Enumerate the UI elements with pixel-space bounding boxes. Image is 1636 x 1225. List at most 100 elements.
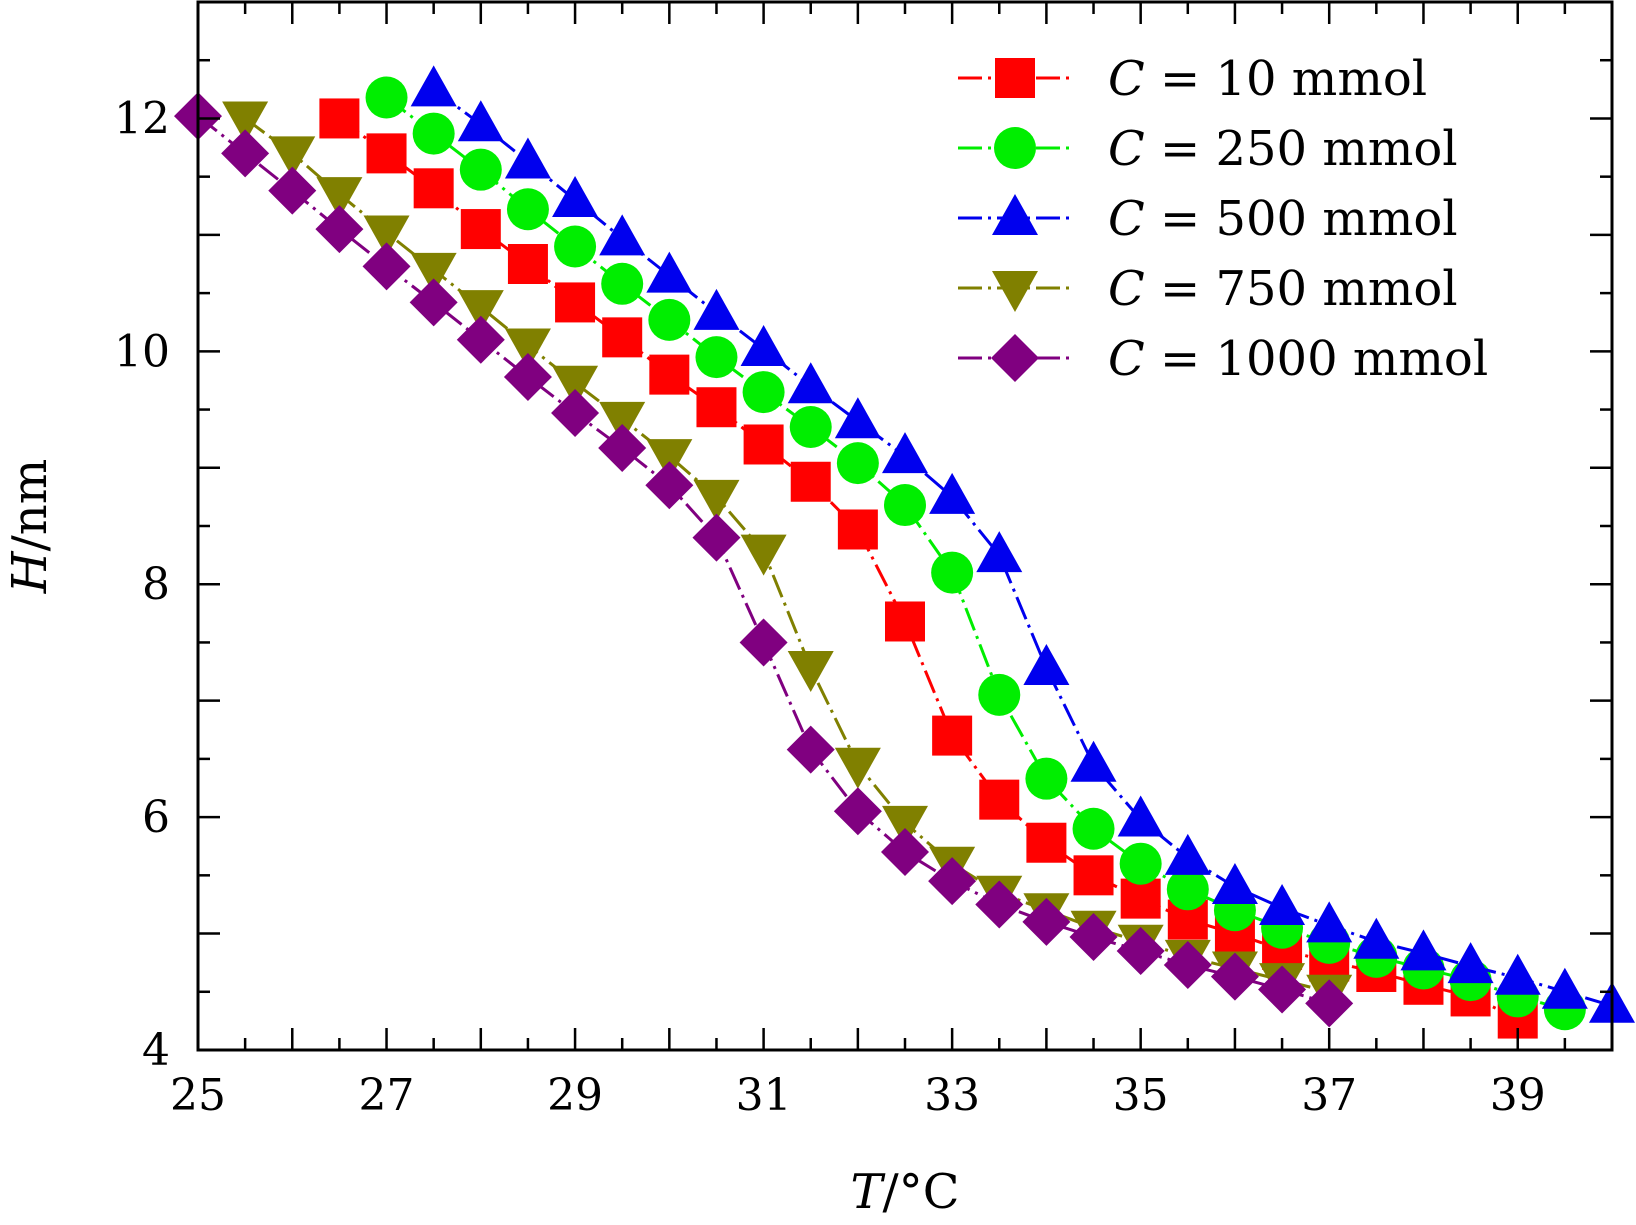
data-point bbox=[834, 397, 881, 439]
data-point bbox=[457, 290, 504, 332]
y-axis-unit: /nm bbox=[2, 459, 58, 552]
data-point bbox=[1210, 952, 1259, 1001]
data-point bbox=[786, 725, 835, 774]
data-point bbox=[932, 715, 973, 756]
legend-label: C = 250 mmol bbox=[1108, 121, 1458, 177]
y-tick-labels: 4 6 8 10 12 bbox=[114, 93, 170, 1076]
y-tick-label: 8 bbox=[142, 559, 170, 610]
legend-label-equals: = bbox=[1145, 331, 1216, 387]
legend-label-value: 500 mmol bbox=[1215, 191, 1457, 247]
data-point bbox=[552, 175, 599, 217]
legend-marker bbox=[992, 271, 1038, 312]
x-tick-labels: 25 27 29 31 33 35 37 39 bbox=[170, 1070, 1546, 1121]
data-point bbox=[599, 214, 646, 256]
data-point bbox=[882, 432, 928, 474]
data-point bbox=[504, 137, 551, 179]
data-point bbox=[365, 76, 408, 119]
data-point bbox=[833, 787, 882, 836]
data-point bbox=[1073, 855, 1114, 896]
data-point bbox=[646, 439, 693, 481]
data-point bbox=[648, 298, 691, 341]
data-point bbox=[1119, 842, 1162, 885]
legend-label-variable: C bbox=[1108, 261, 1145, 317]
data-point bbox=[601, 262, 644, 305]
data-point bbox=[366, 133, 407, 174]
data-point bbox=[740, 325, 787, 367]
data-point bbox=[1164, 833, 1211, 875]
data-point bbox=[1400, 929, 1447, 971]
x-tick-label: 37 bbox=[1301, 1070, 1357, 1121]
y-tick-label: 10 bbox=[114, 326, 170, 377]
data-point bbox=[1072, 807, 1115, 850]
data-point bbox=[742, 371, 785, 414]
data-point bbox=[789, 406, 832, 449]
y-tick-label: 6 bbox=[142, 792, 170, 843]
data-point bbox=[599, 401, 646, 443]
data-point bbox=[790, 461, 831, 502]
legend-label-variable: C bbox=[1108, 331, 1145, 387]
data-point bbox=[555, 282, 596, 323]
data-point bbox=[692, 513, 741, 562]
data-point bbox=[503, 352, 552, 401]
data-point bbox=[836, 442, 879, 485]
data-point bbox=[412, 112, 455, 155]
data-point bbox=[268, 166, 317, 215]
legend-item: C = 10 mmol bbox=[958, 51, 1427, 107]
data-point bbox=[931, 551, 974, 594]
data-point bbox=[504, 328, 551, 370]
data-point bbox=[459, 148, 502, 191]
y-tick-label: 12 bbox=[114, 93, 170, 144]
legend-label-value: 10 mmol bbox=[1215, 51, 1427, 107]
data-point bbox=[975, 880, 1024, 929]
data-point bbox=[885, 601, 925, 642]
data-point bbox=[837, 509, 878, 550]
data-point bbox=[1305, 979, 1354, 1028]
data-point bbox=[978, 673, 1021, 716]
data-point bbox=[1025, 757, 1068, 800]
data-point bbox=[1259, 883, 1306, 925]
legend-item: C = 1000 mmol bbox=[958, 331, 1488, 387]
data-point bbox=[1306, 901, 1353, 943]
y-tick-label: 4 bbox=[142, 1025, 170, 1076]
data-point bbox=[221, 129, 270, 178]
data-point bbox=[1541, 967, 1588, 1009]
axis-ticks bbox=[196, 0, 1614, 1052]
data-point bbox=[787, 362, 834, 404]
data-point bbox=[693, 288, 740, 330]
data-point bbox=[693, 479, 740, 521]
data-point bbox=[696, 387, 737, 428]
legend-label-variable: C bbox=[1108, 121, 1145, 177]
data-point bbox=[410, 65, 457, 107]
data-point bbox=[602, 317, 643, 358]
data-point bbox=[598, 423, 647, 472]
data-point bbox=[649, 354, 690, 395]
data-point bbox=[315, 205, 364, 254]
data-point bbox=[410, 252, 457, 294]
x-tick-label: 29 bbox=[547, 1070, 603, 1121]
data-point bbox=[1070, 740, 1117, 782]
series-2 bbox=[365, 76, 1586, 1031]
legend-marker bbox=[995, 58, 1035, 98]
legend-label-equals: = bbox=[1145, 191, 1216, 247]
legend-label-value: 1000 mmol bbox=[1215, 331, 1488, 387]
data-point bbox=[363, 215, 410, 257]
series-5 bbox=[174, 92, 1354, 1028]
x-axis-label: T/°C bbox=[851, 1164, 960, 1220]
data-point bbox=[456, 315, 505, 364]
data-point bbox=[787, 651, 834, 693]
legend-label-equals: = bbox=[1145, 261, 1216, 317]
series-line bbox=[244, 117, 1330, 994]
x-tick-label: 39 bbox=[1490, 1070, 1546, 1121]
data-point bbox=[1163, 940, 1212, 989]
data-point bbox=[409, 278, 458, 327]
data-point bbox=[269, 136, 316, 178]
legend-label-variable: C bbox=[1108, 51, 1145, 107]
x-tick-label: 27 bbox=[359, 1070, 415, 1121]
y-axis-variable: H bbox=[2, 550, 58, 594]
legend-label-value: 250 mmol bbox=[1215, 121, 1457, 177]
data-point bbox=[1120, 878, 1161, 919]
legend-label-value: 750 mmol bbox=[1215, 261, 1457, 317]
y-axis-label: H/nm bbox=[2, 459, 58, 594]
data-point bbox=[1117, 795, 1164, 837]
